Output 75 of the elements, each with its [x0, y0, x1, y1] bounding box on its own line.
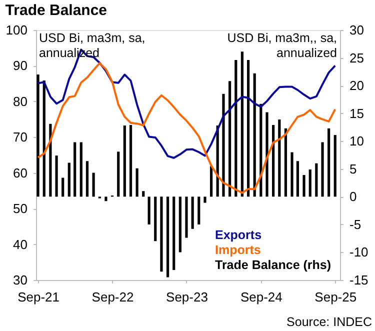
bar: [253, 73, 256, 197]
y2-tick-label: 5: [350, 161, 357, 176]
bar: [86, 161, 89, 197]
y2-tick-label: 15: [350, 106, 364, 121]
bar: [272, 125, 275, 197]
bar: [278, 119, 281, 197]
y2-tick-label: 10: [350, 134, 364, 149]
bar: [240, 52, 244, 197]
bar: [334, 135, 336, 197]
x-tick-label: Sep-21: [18, 290, 60, 304]
bar: [321, 142, 324, 197]
bar: [198, 196, 200, 224]
bar: [104, 196, 108, 202]
bar: [74, 142, 76, 197]
y-tick-label: 50: [13, 201, 28, 216]
y-tick-label: 60: [13, 165, 28, 180]
bar: [160, 196, 163, 272]
y2-tick-label: 20: [350, 78, 364, 94]
chart-title: Trade Balance: [5, 2, 108, 19]
bar: [210, 166, 213, 197]
line-series: [37, 62, 336, 194]
y2-tick-label: 25: [350, 50, 364, 66]
y2-tick-label: -10: [350, 244, 368, 260]
bar: [154, 196, 157, 242]
bar: [42, 80, 46, 197]
text: Exports: [215, 228, 262, 242]
bar: [191, 196, 194, 229]
bar: [204, 196, 206, 203]
bar: [92, 172, 95, 197]
text: Imports: [215, 243, 261, 257]
x-tick-label: Sep-22: [92, 290, 134, 304]
x-tick-label: Sep-23: [166, 290, 208, 304]
bar: [68, 162, 70, 197]
bar: [284, 128, 288, 197]
bar: [36, 74, 40, 197]
bar: [123, 126, 126, 197]
line-series: [37, 48, 336, 159]
bar: [266, 112, 268, 197]
bar: [246, 60, 250, 197]
bar: [55, 156, 58, 197]
y2-tick-label: -5: [350, 216, 362, 232]
y-tick-label: 30: [13, 272, 28, 288]
bar: [234, 60, 238, 197]
x-tick-label: Sep-24: [240, 290, 282, 304]
y-tick-label: 70: [13, 130, 28, 145]
y2-tick-label: 0: [350, 189, 357, 204]
bar: [328, 128, 330, 197]
text: Trade Balance (rhs): [215, 258, 332, 272]
bar: [148, 196, 150, 224]
annotation: USD Bi, ma3m,, sa, annualized: [227, 31, 338, 60]
bar: [302, 175, 306, 197]
bar: [222, 94, 225, 197]
bar: [308, 169, 312, 197]
bar: [136, 168, 138, 197]
bar: [315, 163, 318, 197]
bar: [142, 191, 145, 197]
y2-tick-label: -15: [350, 272, 368, 288]
y-tick-label: 90: [13, 58, 28, 74]
y-tick-label: 80: [13, 94, 28, 109]
bar: [296, 161, 300, 197]
bar: [228, 81, 232, 197]
bar: [117, 152, 120, 197]
bar: [185, 196, 188, 238]
y2-tick-label: 30: [350, 22, 364, 38]
bar: [290, 152, 294, 197]
bar: [178, 196, 182, 252]
bar: [129, 125, 132, 197]
x-tick-label: Sep-25: [314, 290, 357, 304]
source-note: Source: INDEC: [286, 315, 372, 329]
bar: [80, 142, 82, 197]
bar: [172, 196, 176, 270]
bar: [166, 196, 170, 278]
y-tick-label: 100: [6, 22, 28, 38]
bar: [62, 178, 64, 197]
y-tick-label: 40: [13, 236, 28, 252]
